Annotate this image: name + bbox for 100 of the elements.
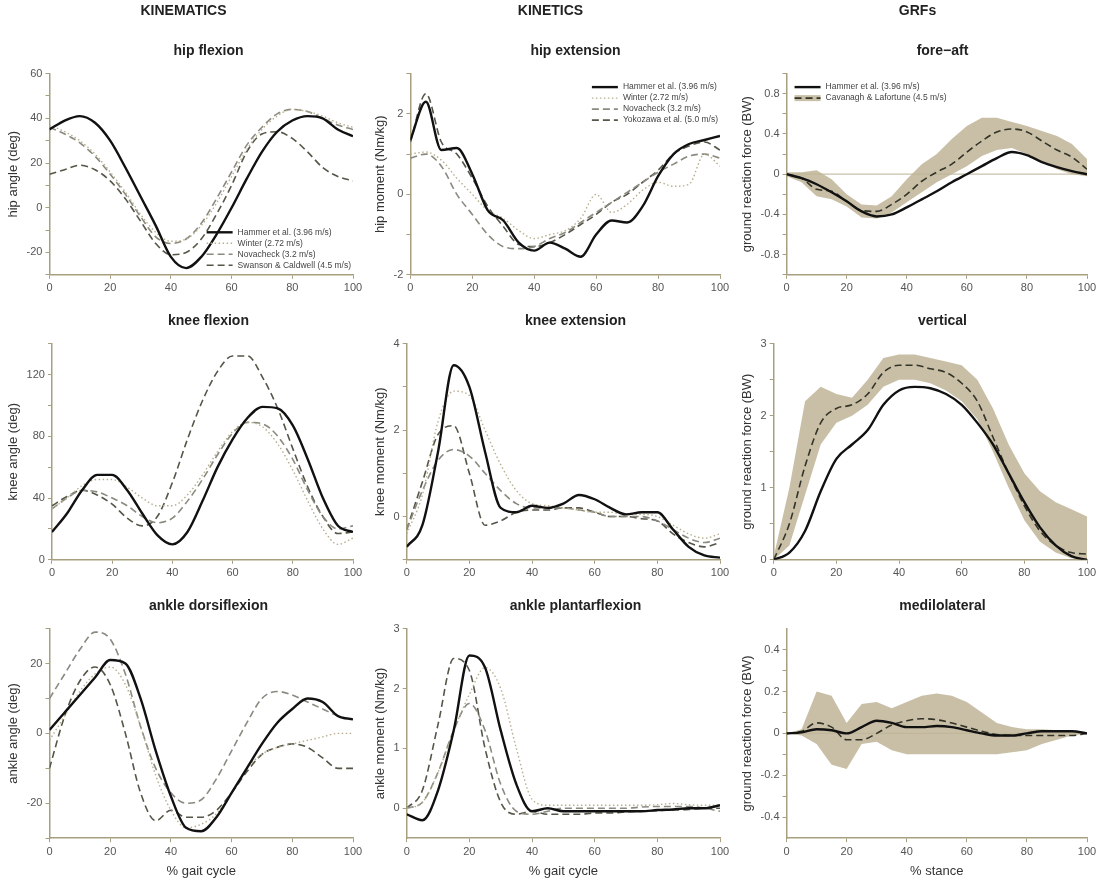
legend-label: Cavanagh & Lafortune (4.5 m/s) xyxy=(825,92,947,103)
x-tick-label: 100 xyxy=(343,281,363,294)
x-tick-label: 60 xyxy=(588,844,601,857)
x-tick-label: 20 xyxy=(466,281,479,294)
y-tick-label: 0 xyxy=(38,552,45,565)
x-tick-label: 0 xyxy=(48,566,56,579)
x-axis-title: % gait cycle xyxy=(528,862,599,878)
x-tick-label: 100 xyxy=(1077,844,1097,857)
y-tick-label: 2 xyxy=(393,423,400,436)
y-tick-label: 0 xyxy=(36,200,43,213)
x-axis-title: % gait cycle xyxy=(166,862,236,878)
x-tick-label: 100 xyxy=(1077,566,1097,579)
y-axis-title: hip angle (deg) xyxy=(5,130,21,218)
x-tick-label: 80 xyxy=(286,566,299,579)
y-tick-label: -0.4 xyxy=(760,207,780,220)
chart-title: ankle dorsiflexion xyxy=(147,597,269,613)
y-axis-title: ground reaction force (BW) xyxy=(739,96,755,253)
chart-title: medilolateral xyxy=(898,597,987,613)
x-tick-label: 20 xyxy=(840,281,853,294)
x-tick-label: 80 xyxy=(1020,844,1034,857)
legend-label: Hammer et al. (3.96 m/s) xyxy=(237,226,332,237)
x-tick-label: 40 xyxy=(528,281,541,294)
legend-label: Novacheck (3.2 m/s) xyxy=(622,103,701,114)
x-tick-label: 20 xyxy=(840,844,853,857)
y-tick-label: -0.8 xyxy=(760,247,780,260)
x-tick-label: 0 xyxy=(407,281,414,294)
chart-title: vertical xyxy=(916,312,968,328)
legend-label: Winter (2.72 m/s) xyxy=(622,92,689,103)
x-tick-label: 80 xyxy=(651,844,664,857)
x-tick-label: 40 xyxy=(166,566,179,579)
x-tick-label: 0 xyxy=(46,844,53,857)
chart-title: fore−aft xyxy=(915,42,970,58)
x-tick-label: 80 xyxy=(286,281,299,294)
x-tick-label: 100 xyxy=(343,566,363,579)
x-tick-label: 40 xyxy=(892,566,906,579)
y-tick-label: -0.2 xyxy=(760,768,780,781)
x-tick-label: 60 xyxy=(588,566,601,579)
y-tick-label: 3 xyxy=(760,336,767,349)
y-tick-label: -20 xyxy=(26,796,43,809)
x-tick-label: 20 xyxy=(463,566,476,579)
x-tick-label: 60 xyxy=(225,281,238,294)
x-tick-label: 80 xyxy=(651,281,665,294)
y-tick-label: 0 xyxy=(773,726,780,739)
x-tick-label: 0 xyxy=(46,281,53,294)
chart-title: hip extension xyxy=(529,42,622,58)
y-tick-label: 1 xyxy=(393,741,400,754)
x-tick-label: 100 xyxy=(710,844,730,857)
legend-label: Swanson & Caldwell (4.5 m/s) xyxy=(237,259,352,270)
y-tick-label: 40 xyxy=(30,111,43,124)
y-tick-label: 0 xyxy=(760,552,767,565)
x-tick-label: 60 xyxy=(960,844,973,857)
chart-title: knee extension xyxy=(523,312,628,328)
y-tick-label: 2 xyxy=(397,106,404,119)
y-tick-label: -0.4 xyxy=(760,810,780,823)
text: GRFs xyxy=(897,2,938,18)
x-tick-label: 20 xyxy=(104,844,117,857)
y-tick-label: 20 xyxy=(30,156,43,169)
y-tick-label: 40 xyxy=(32,491,45,504)
x-tick-label: 60 xyxy=(590,281,603,294)
y-axis-title: ground reaction force (BW) xyxy=(739,655,755,812)
y-tick-label: 0 xyxy=(397,187,404,200)
y-tick-label: 0 xyxy=(393,801,400,814)
x-tick-label: 40 xyxy=(900,281,913,294)
y-axis-title: hip moment (Nm/kg) xyxy=(372,115,388,234)
chart-title: hip flexion xyxy=(172,42,245,58)
y-tick-label: 120 xyxy=(26,367,45,380)
x-tick-label: 40 xyxy=(164,844,178,857)
x-tick-label: 40 xyxy=(164,281,178,294)
text: KINETICS xyxy=(516,2,585,18)
x-tick-label: 20 xyxy=(463,844,476,857)
y-axis-title: knee moment (Nm/kg) xyxy=(372,387,388,516)
y-tick-label: 0 xyxy=(773,167,780,180)
y-tick-label: -2 xyxy=(393,267,404,280)
y-tick-label: 0.4 xyxy=(764,126,780,139)
y-tick-label: 60 xyxy=(30,66,43,79)
x-tick-label: 60 xyxy=(960,281,973,294)
x-tick-label: 100 xyxy=(710,566,730,579)
x-tick-label: 80 xyxy=(286,844,299,857)
x-tick-label: 0 xyxy=(783,844,790,857)
x-tick-label: 100 xyxy=(710,281,730,294)
x-tick-label: 60 xyxy=(225,844,238,857)
y-tick-label: 20 xyxy=(30,656,43,669)
x-tick-label: 20 xyxy=(830,566,843,579)
y-tick-label: 0.4 xyxy=(764,642,780,655)
x-axis-title: % stance xyxy=(910,862,964,878)
x-tick-label: 0 xyxy=(783,281,790,294)
y-tick-label: 1 xyxy=(760,480,767,493)
y-tick-label: -20 xyxy=(26,245,43,258)
y-tick-label: 3 xyxy=(393,621,400,634)
y-tick-label: 0 xyxy=(36,726,43,739)
chart-title: knee flexion xyxy=(167,312,250,328)
y-tick-label: 0 xyxy=(393,509,400,522)
text: KINEMATICS xyxy=(139,2,228,18)
x-tick-label: 60 xyxy=(226,566,239,579)
y-axis-title: knee angle (deg) xyxy=(5,402,21,501)
y-tick-label: 4 xyxy=(393,336,400,349)
legend-label: Hammer et al. (3.96 m/s) xyxy=(622,81,718,92)
x-tick-label: 40 xyxy=(525,566,539,579)
x-tick-label: 40 xyxy=(525,844,539,857)
x-tick-label: 80 xyxy=(1018,566,1031,579)
